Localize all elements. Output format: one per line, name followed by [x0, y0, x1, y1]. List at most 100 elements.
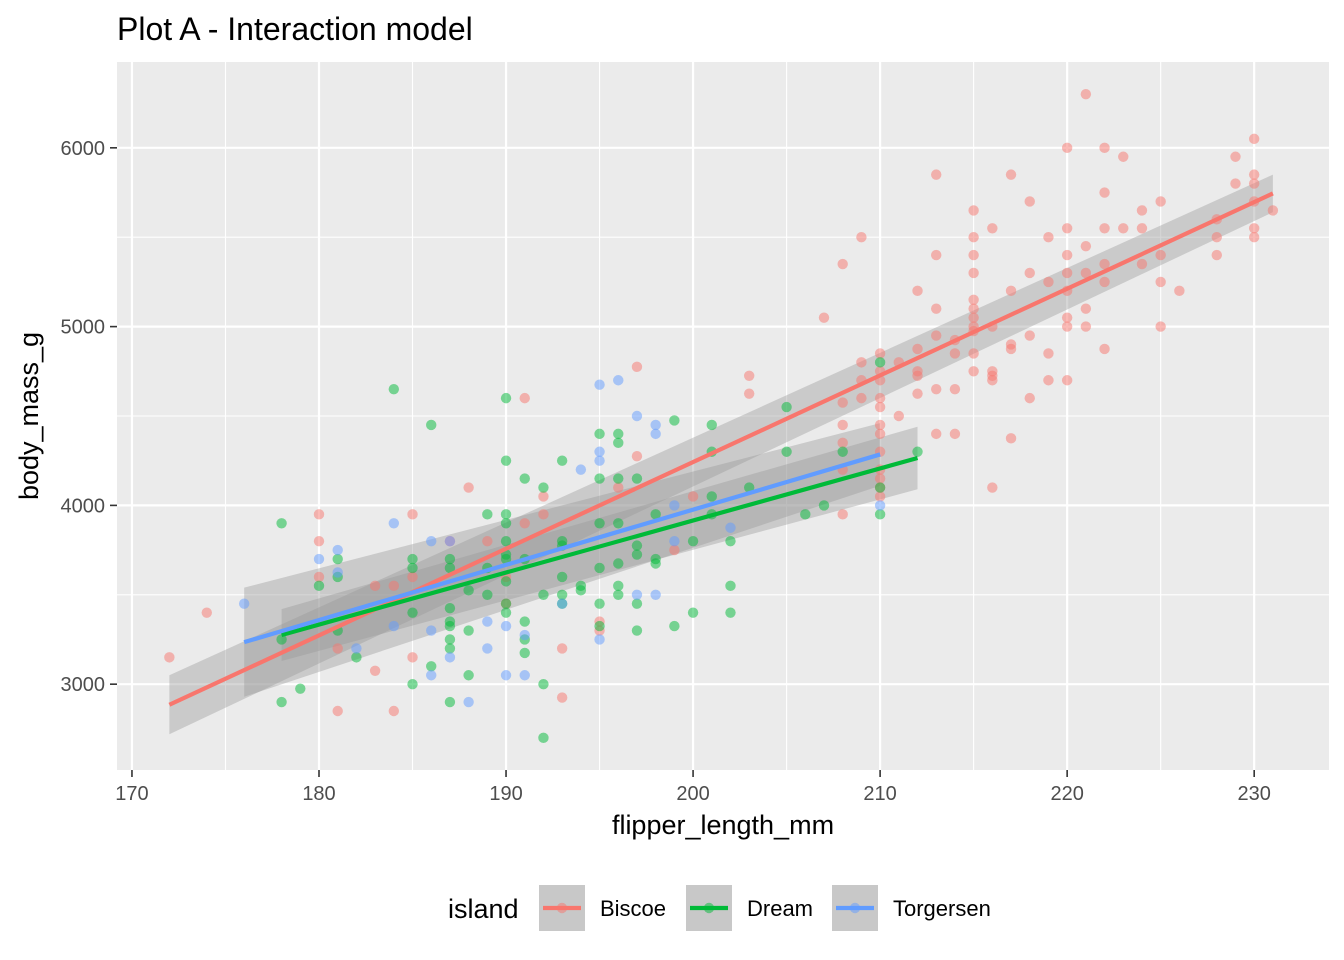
- point-dream: [519, 616, 530, 627]
- point-biscoe: [874, 473, 886, 484]
- point-dream: [874, 357, 886, 368]
- point-dream: [594, 428, 605, 440]
- point-dream: [631, 540, 643, 551]
- point-dream: [613, 589, 624, 600]
- point-biscoe: [631, 361, 643, 373]
- point-biscoe: [1211, 232, 1222, 243]
- point-dream: [781, 446, 792, 457]
- point-dream: [613, 518, 624, 529]
- point-biscoe: [949, 348, 961, 359]
- y-tick-label: 3000: [61, 674, 106, 696]
- y-axis: 3000 4000 5000 6000: [61, 138, 117, 696]
- point-biscoe: [1136, 205, 1148, 216]
- y-axis-title: body_mass_g: [14, 332, 44, 500]
- point-biscoe: [1080, 321, 1092, 332]
- point-dream: [669, 620, 680, 632]
- y-tick-label: 5000: [61, 317, 106, 339]
- point-biscoe: [856, 232, 867, 243]
- point-biscoe: [519, 392, 530, 404]
- confidence-band-torgersen: [244, 423, 881, 697]
- point-biscoe: [743, 370, 755, 381]
- point-biscoe: [1005, 343, 1017, 355]
- point-biscoe: [1043, 232, 1054, 243]
- point-torgersen: [519, 670, 530, 681]
- point-torgersen: [556, 598, 568, 609]
- point-biscoe: [201, 607, 212, 618]
- point-torgersen: [631, 410, 643, 422]
- point-dream: [874, 509, 886, 520]
- point-biscoe: [837, 437, 848, 449]
- point-torgersen: [426, 670, 437, 681]
- point-biscoe: [912, 285, 923, 297]
- point-biscoe: [164, 652, 175, 663]
- point-torgersen: [444, 535, 456, 547]
- point-biscoe: [968, 249, 979, 261]
- legend-point-biscoe: [556, 902, 568, 914]
- point-torgersen: [388, 620, 400, 632]
- point-biscoe: [837, 397, 848, 408]
- point-biscoe: [912, 343, 923, 355]
- point-biscoe: [482, 535, 493, 547]
- point-biscoe: [1005, 433, 1017, 444]
- point-biscoe: [1118, 151, 1129, 162]
- point-biscoe: [968, 267, 979, 279]
- point-biscoe: [931, 169, 942, 180]
- legend-label-torgersen: Torgersen: [893, 896, 991, 921]
- point-dream: [332, 553, 343, 565]
- point-torgersen: [482, 616, 493, 627]
- point-torgersen: [426, 535, 437, 547]
- point-dream: [538, 482, 549, 493]
- point-biscoe: [874, 419, 886, 431]
- point-dream: [407, 562, 418, 574]
- point-dream: [482, 589, 493, 600]
- confidence-band-dream: [281, 426, 918, 661]
- point-torgersen: [669, 535, 680, 547]
- point-dream: [669, 415, 680, 426]
- point-biscoe: [313, 509, 325, 520]
- legend: island Biscoe Dream Torgersen: [448, 885, 991, 931]
- point-dream: [613, 473, 624, 484]
- confidence-bands: [169, 174, 1273, 735]
- point-biscoe: [1099, 142, 1110, 154]
- point-biscoe: [987, 223, 998, 234]
- point-biscoe: [1043, 276, 1054, 288]
- point-biscoe: [1099, 187, 1110, 198]
- point-dream: [538, 678, 549, 690]
- point-biscoe: [1099, 258, 1110, 270]
- point-dream: [500, 455, 512, 466]
- point-biscoe: [1099, 223, 1110, 234]
- point-biscoe: [1024, 330, 1035, 341]
- point-biscoe: [1248, 232, 1260, 243]
- point-biscoe: [893, 410, 905, 422]
- point-biscoe: [407, 509, 418, 520]
- point-dream: [706, 419, 717, 431]
- point-biscoe: [1043, 375, 1054, 386]
- point-dream: [800, 509, 811, 520]
- point-biscoe: [874, 491, 886, 502]
- x-tick-label: 220: [1050, 783, 1083, 805]
- point-biscoe: [1080, 267, 1092, 279]
- x-tick-label: 190: [489, 783, 522, 805]
- legend-title: island: [448, 894, 519, 924]
- point-dream: [407, 553, 418, 565]
- point-torgersen: [594, 446, 605, 457]
- point-dream: [631, 625, 643, 636]
- point-dream: [613, 437, 624, 449]
- point-dream: [613, 580, 624, 592]
- point-dream: [407, 607, 418, 618]
- point-biscoe: [1043, 348, 1054, 359]
- point-dream: [426, 419, 437, 431]
- point-biscoe: [968, 303, 979, 314]
- point-dream: [276, 518, 287, 529]
- point-torgersen: [650, 428, 661, 440]
- point-biscoe: [1024, 392, 1035, 404]
- point-biscoe: [556, 692, 568, 703]
- point-torgersen: [313, 553, 325, 565]
- point-torgersen: [500, 670, 512, 681]
- point-biscoe: [1155, 321, 1166, 332]
- point-biscoe: [1099, 343, 1110, 355]
- point-biscoe: [1155, 196, 1166, 207]
- x-tick-label: 170: [115, 783, 148, 805]
- point-biscoe: [874, 348, 886, 359]
- point-biscoe: [1248, 169, 1260, 180]
